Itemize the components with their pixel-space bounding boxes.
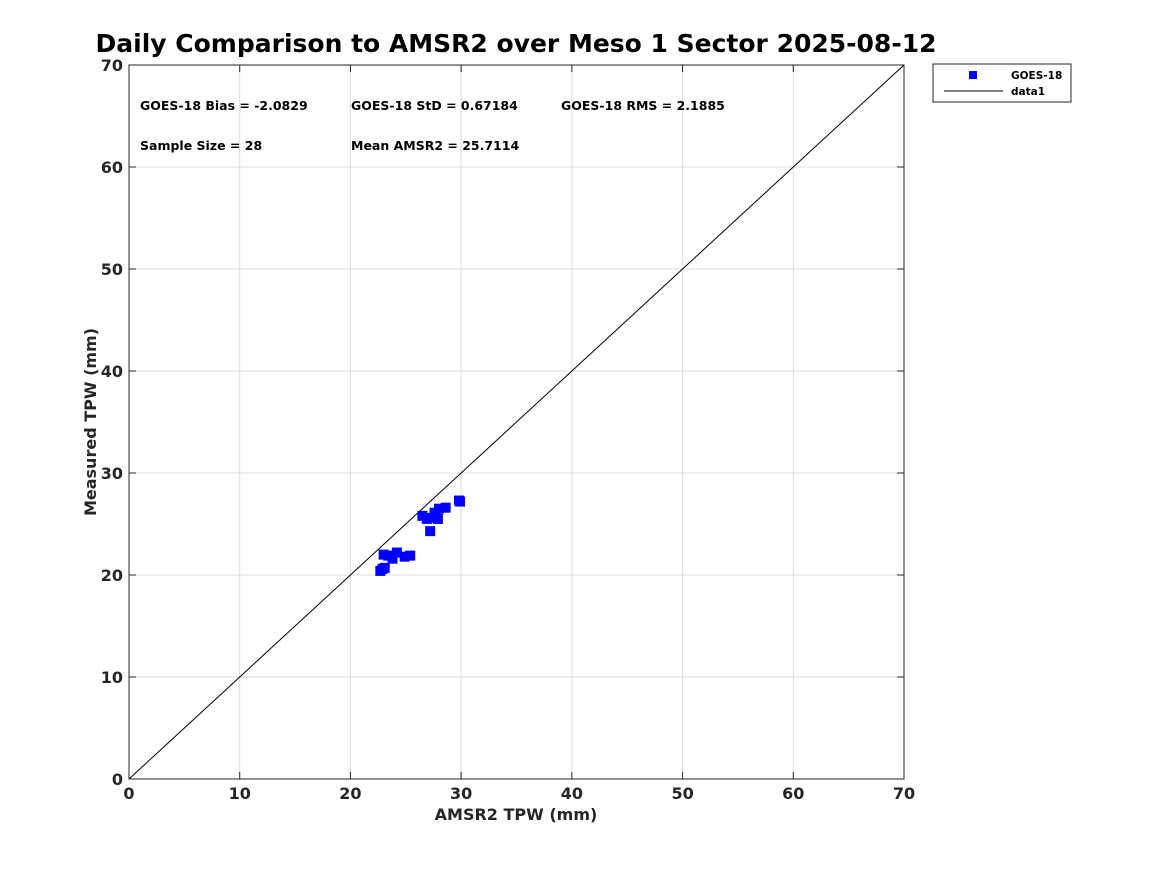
y-tick-label: 0 [112,770,123,789]
legend-label-data1: data1 [1011,86,1045,98]
data-point-goes18 [434,503,444,514]
annotation-rms: GOES-18 RMS = 2.1885 [561,98,725,113]
legend-box [932,63,1072,103]
y-tick-label: 50 [101,260,123,279]
y-tick-label: 20 [101,566,123,585]
x-tick-label: 50 [671,784,693,803]
annotation-bias: GOES-18 Bias = -2.0829 [140,98,308,113]
x-tick-label: 30 [450,784,472,803]
data-point-goes18 [425,526,436,537]
legend-label-goes18: GOES-18 [1011,70,1062,82]
data-point-goes18 [427,512,438,523]
annotation-std: GOES-18 StD = 0.67184 [351,98,518,113]
annotation-sample-size: Sample Size = 28 [140,138,262,153]
y-tick-label: 10 [101,668,123,687]
legend: GOES-18 data1 [932,63,1072,103]
axis-ticks: 0 10 20 30 40 50 60 70 0 10 20 30 40 50 60 70 [101,56,915,803]
reference-line-data1 [128,64,905,780]
legend-marker-goes18 [969,71,977,79]
x-axis-label: AMSR2 TPW (mm) [435,805,598,824]
x-tick-label: 40 [561,784,583,803]
chart-title: Daily Comparison to AMSR2 over Meso 1 Se… [96,29,937,58]
data-point-goes18 [379,562,390,573]
y-tick-label: 60 [101,158,123,177]
data-point-goes18 [387,553,398,564]
y-tick-label: 30 [101,464,123,483]
x-tick-label: 0 [123,784,134,803]
data-point-goes18 [440,502,451,513]
annotation-mean-amsr2: Mean AMSR2 = 25.7114 [351,138,519,153]
data-point-goes18 [432,513,443,524]
scatter-points [375,495,466,576]
reference-line-layer [128,64,905,780]
plot-area-frame [128,64,905,780]
data-point-goes18 [405,550,416,561]
data-point-goes18 [421,513,432,524]
x-tick-label: 10 [229,784,251,803]
data-point-goes18 [455,496,466,507]
data-point-goes18 [391,547,402,558]
grid [128,64,905,780]
x-tick-label: 20 [339,784,361,803]
y-tick-label: 40 [101,362,123,381]
data-point-goes18 [399,551,410,562]
x-tick-label: 70 [893,784,915,803]
x-tick-label: 60 [782,784,804,803]
y-tick-label: 70 [101,56,123,75]
y-axis-label: Measured TPW (mm) [81,328,100,516]
